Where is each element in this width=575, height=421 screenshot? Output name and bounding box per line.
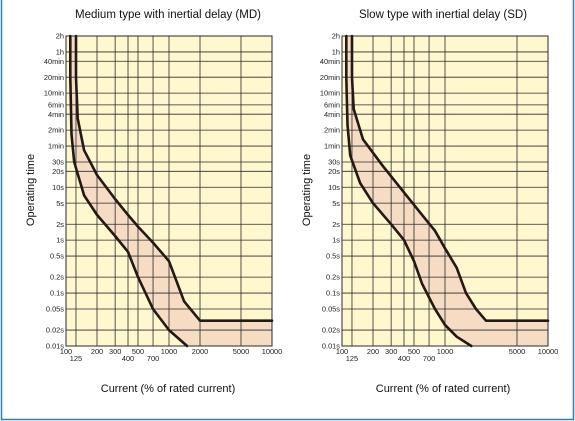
x-tick-label: 10000 — [262, 347, 283, 356]
y-tick-label: 30s — [52, 158, 64, 167]
x-tick-label: 2000 — [192, 347, 208, 356]
y-tick-label: 10min — [320, 89, 340, 98]
chart-md-ylabel: Operating time — [25, 154, 37, 226]
y-tick-label: 0.01s — [46, 342, 64, 351]
y-tick-label: 40min — [320, 57, 340, 66]
y-tick-label: 1h — [332, 48, 340, 57]
lower-limit-curve — [69, 34, 189, 348]
y-tick-label: 1min — [48, 142, 64, 151]
upper-limit-curve — [74, 34, 274, 322]
y-tick-label: 1s — [56, 236, 64, 245]
y-tick-label: 40min — [44, 57, 64, 66]
y-tick-label: 2min — [324, 126, 340, 135]
x-tick-label: 700 — [147, 354, 159, 363]
x-tick-label: 300 — [109, 347, 121, 356]
tolerance-band — [346, 36, 548, 346]
x-tick-label: 300 — [385, 347, 397, 356]
y-tick-label: 2s — [332, 220, 340, 229]
y-tick-label: 5s — [56, 199, 64, 208]
x-tick-label: 200 — [91, 347, 103, 356]
x-tick-label: 500 — [408, 347, 420, 356]
x-tick-label: 125 — [346, 354, 358, 363]
y-tick-label: 10min — [44, 89, 64, 98]
tolerance-band — [70, 36, 272, 346]
y-tick-label: 1s — [332, 236, 340, 245]
y-tick-label: 0.5s — [326, 252, 340, 261]
x-tick-label: 100 — [336, 347, 348, 356]
y-tick-label: 2h — [332, 32, 340, 41]
x-tick-label: 5000 — [233, 347, 249, 356]
y-tick-label: 0.2s — [326, 273, 340, 282]
y-tick-label: 30s — [328, 158, 340, 167]
y-tick-label: 1h — [56, 48, 64, 57]
x-tick-label: 200 — [367, 347, 379, 356]
y-tick-label: 0.2s — [50, 273, 64, 282]
chart-sd: Slow type with inertial delay (SD) 0.01s… — [301, 9, 558, 395]
plot-border — [65, 35, 273, 347]
x-tick-label: 5000 — [509, 347, 525, 356]
y-tick-label: 20min — [320, 73, 340, 82]
upper-limit-curve — [350, 34, 550, 322]
y-tick-label: 20s — [328, 167, 340, 176]
y-tick-label: 5s — [332, 199, 340, 208]
chart-md-xlabel: Current (% of rated current) — [101, 383, 236, 395]
chart-md: Medium type with inertial delay (MD) 0.0… — [25, 9, 282, 395]
y-tick-label: 0.02s — [322, 326, 340, 335]
y-tick-label: 20s — [52, 167, 64, 176]
y-tick-label: 0.05s — [322, 305, 340, 314]
y-tick-label: 10s — [52, 183, 64, 192]
y-tick-label: 20min — [44, 73, 64, 82]
y-tick-label: 0.02s — [46, 326, 64, 335]
y-tick-label: 2s — [56, 220, 64, 229]
y-tick-label: 1min — [324, 142, 340, 151]
x-tick-label: 125 — [70, 354, 82, 363]
x-tick-label: 700 — [423, 354, 435, 363]
lower-limit-curve — [345, 34, 473, 348]
chart-sd-title: Slow type with inertial delay (SD) — [359, 9, 527, 21]
x-tick-label: 1000 — [161, 347, 177, 356]
x-tick-label: 400 — [122, 354, 134, 363]
plot-border — [341, 35, 549, 347]
y-tick-label: 6min — [48, 100, 64, 109]
y-tick-label: 4min — [48, 110, 64, 119]
y-tick-label: 10s — [328, 183, 340, 192]
y-tick-label: 0.1s — [50, 289, 64, 298]
y-tick-label: 4min — [324, 110, 340, 119]
x-tick-label: 100 — [60, 347, 72, 356]
chart-sd-xlabel: Current (% of rated current) — [376, 383, 511, 395]
y-tick-label: 2h — [56, 32, 64, 41]
chart-sd-ylabel: Operating time — [301, 154, 313, 226]
y-tick-label: 2min — [48, 126, 64, 135]
y-tick-label: 0.01s — [322, 342, 340, 351]
y-tick-label: 0.5s — [50, 252, 64, 261]
y-tick-label: 6min — [324, 100, 340, 109]
y-tick-label: 0.05s — [46, 305, 64, 314]
x-tick-label: 400 — [398, 354, 410, 363]
y-tick-label: 0.1s — [326, 289, 340, 298]
x-tick-label: 1000 — [437, 347, 453, 356]
chart-md-title: Medium type with inertial delay (MD) — [75, 9, 261, 21]
x-tick-label: 500 — [132, 347, 144, 356]
x-tick-label: 10000 — [538, 347, 559, 356]
